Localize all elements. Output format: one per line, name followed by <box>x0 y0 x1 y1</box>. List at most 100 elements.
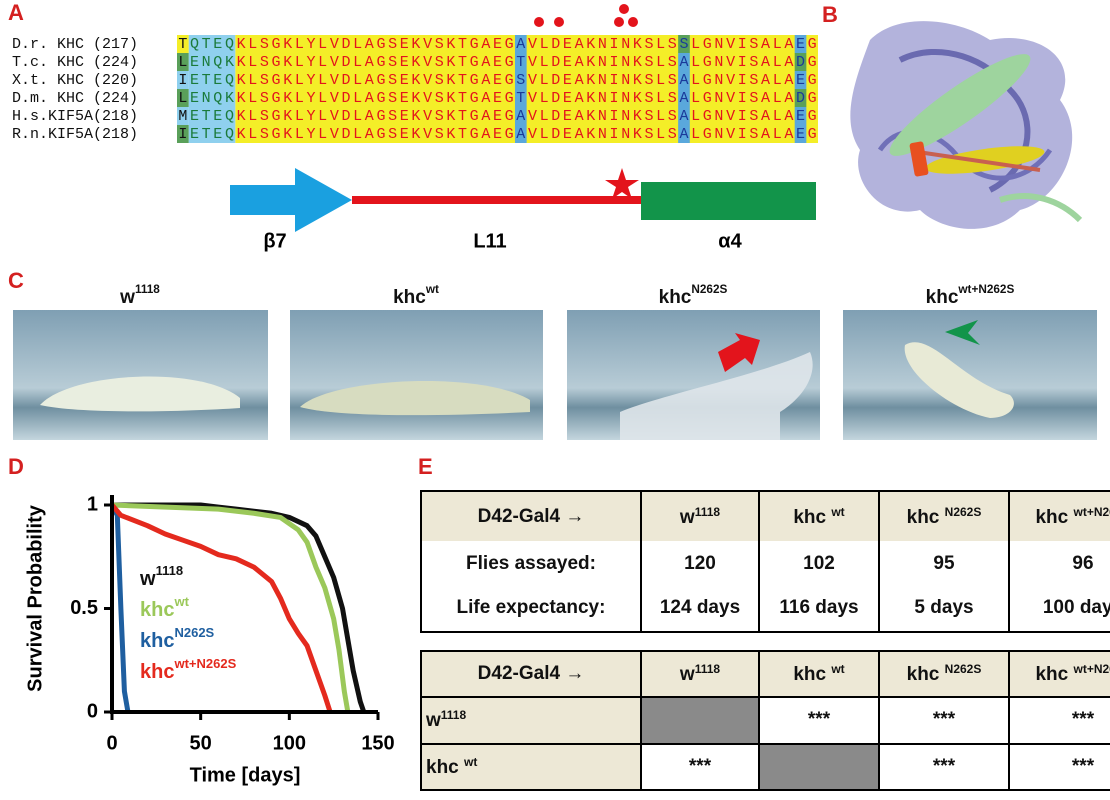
cell-text: *** <box>932 709 956 731</box>
residue-bg <box>794 35 807 53</box>
genotype-text: khc <box>1035 506 1074 528</box>
sequence-name: X.t. KHC (220) <box>12 72 138 89</box>
genotype-text: wt+N262S <box>1073 504 1110 519</box>
table-cell: *** <box>878 696 1010 745</box>
residue-bg <box>794 71 807 89</box>
genotype-text: N262S <box>944 504 982 519</box>
y-tick-label: 0.5 <box>70 597 98 619</box>
genotype-text: khc <box>1035 664 1074 686</box>
cell-text: 120 <box>684 552 716 574</box>
cell-text: *** <box>1071 709 1095 731</box>
genotype-text: khc <box>426 756 465 778</box>
strand-arrow <box>230 168 352 232</box>
loop-bar <box>352 196 642 204</box>
genotype-label: w1118 <box>119 283 160 308</box>
genotype-base: w <box>119 287 135 308</box>
structure-label: β7 <box>263 230 286 252</box>
table-cell: w1118 <box>420 696 642 745</box>
panel-letter: E <box>418 454 433 479</box>
sequence-name: R.n.KIF5A(218) <box>12 126 138 143</box>
table-cell: *** <box>1008 696 1110 745</box>
residue-bg <box>177 53 189 71</box>
table-cell: 124 days <box>640 585 760 632</box>
residue-bg <box>514 125 527 143</box>
table-cell <box>758 742 880 792</box>
residue-bg <box>794 89 807 107</box>
genotype-text: khc <box>906 664 945 686</box>
genotype-base: khc <box>926 287 959 308</box>
table-cell: khc wt+N262S <box>1008 491 1110 542</box>
table-cell: D42-Gal4 → <box>420 649 642 699</box>
structure-label: α4 <box>718 230 742 252</box>
table-cell: 100 days <box>1008 585 1110 632</box>
genotype-text: khc <box>793 506 832 528</box>
mutation-star <box>605 168 639 199</box>
helix-bar <box>641 182 816 220</box>
y-tick-label: 0 <box>87 700 98 722</box>
y-tick-label: 1 <box>87 493 98 515</box>
survival-curve <box>110 503 333 713</box>
residue-bg <box>177 89 189 107</box>
genotype-text: 1118 <box>694 662 721 677</box>
sequence-name: D.r. KHC (217) <box>12 36 138 53</box>
structure-label: L11 <box>473 230 506 252</box>
residue-bg <box>678 35 690 53</box>
legend-sup: wt <box>173 594 189 609</box>
table-cell: 95 <box>878 541 1010 586</box>
legend-name: khc <box>140 599 174 621</box>
x-tick-label: 100 <box>273 732 306 754</box>
genotype-text: khc <box>906 506 945 528</box>
cell-text: *** <box>807 709 831 731</box>
survival-curve <box>109 503 131 713</box>
table-cell: 5 days <box>878 585 1010 632</box>
genotype-text: N262S <box>944 662 982 677</box>
axes <box>110 495 378 714</box>
table-cell: Life expectancy: <box>420 585 642 632</box>
residue-bg <box>678 53 690 71</box>
residue-bg <box>514 89 527 107</box>
table-cell: *** <box>758 696 880 745</box>
cell-text: *** <box>1071 755 1095 777</box>
genotype-text: 1118 <box>694 504 721 519</box>
residue-bg <box>514 35 527 53</box>
legend-name: w <box>139 568 156 590</box>
table-cell: w1118 <box>640 491 760 542</box>
table-cell: khc wt <box>758 491 880 542</box>
residue-bg <box>177 35 189 53</box>
genotype-text: wt <box>831 504 845 519</box>
cell-text: 95 <box>933 552 955 574</box>
survival-curve <box>111 502 351 713</box>
x-tick-label: 50 <box>190 732 212 754</box>
panel-letter: D <box>8 454 24 479</box>
cell-text: D42-Gal4 → <box>477 505 585 527</box>
table-cell: D42-Gal4 → <box>420 491 642 542</box>
table-cell: *** <box>640 742 760 792</box>
residue-bg <box>188 35 236 53</box>
residue-bg <box>794 53 807 71</box>
residue-bg <box>177 71 189 89</box>
sequence-name: H.s.KIF5A(218) <box>12 108 138 125</box>
residue-bg <box>678 125 690 143</box>
cell-text: Flies assayed: <box>466 552 596 574</box>
legend-entry: khcwt <box>140 594 190 621</box>
residue-bg <box>678 89 690 107</box>
genotype-text: 1118 <box>440 708 467 723</box>
residue-bg <box>177 125 189 143</box>
residue-bg <box>514 71 527 89</box>
cell-text: *** <box>688 755 712 777</box>
panel-letter: B <box>822 2 838 27</box>
genotype-text: w <box>426 710 441 732</box>
table-cell: khc wt <box>758 649 880 699</box>
genotype-text: w <box>679 664 695 686</box>
table-cell: *** <box>1008 742 1110 792</box>
residue-bg <box>188 107 236 125</box>
genotype-sup: wt <box>425 283 439 296</box>
genotype-text: wt+N262S <box>1073 662 1110 677</box>
genotype-text: wt <box>464 754 478 769</box>
genotype-label: khcN262S <box>659 283 728 308</box>
genotype-sup: wt+N262S <box>957 283 1014 296</box>
